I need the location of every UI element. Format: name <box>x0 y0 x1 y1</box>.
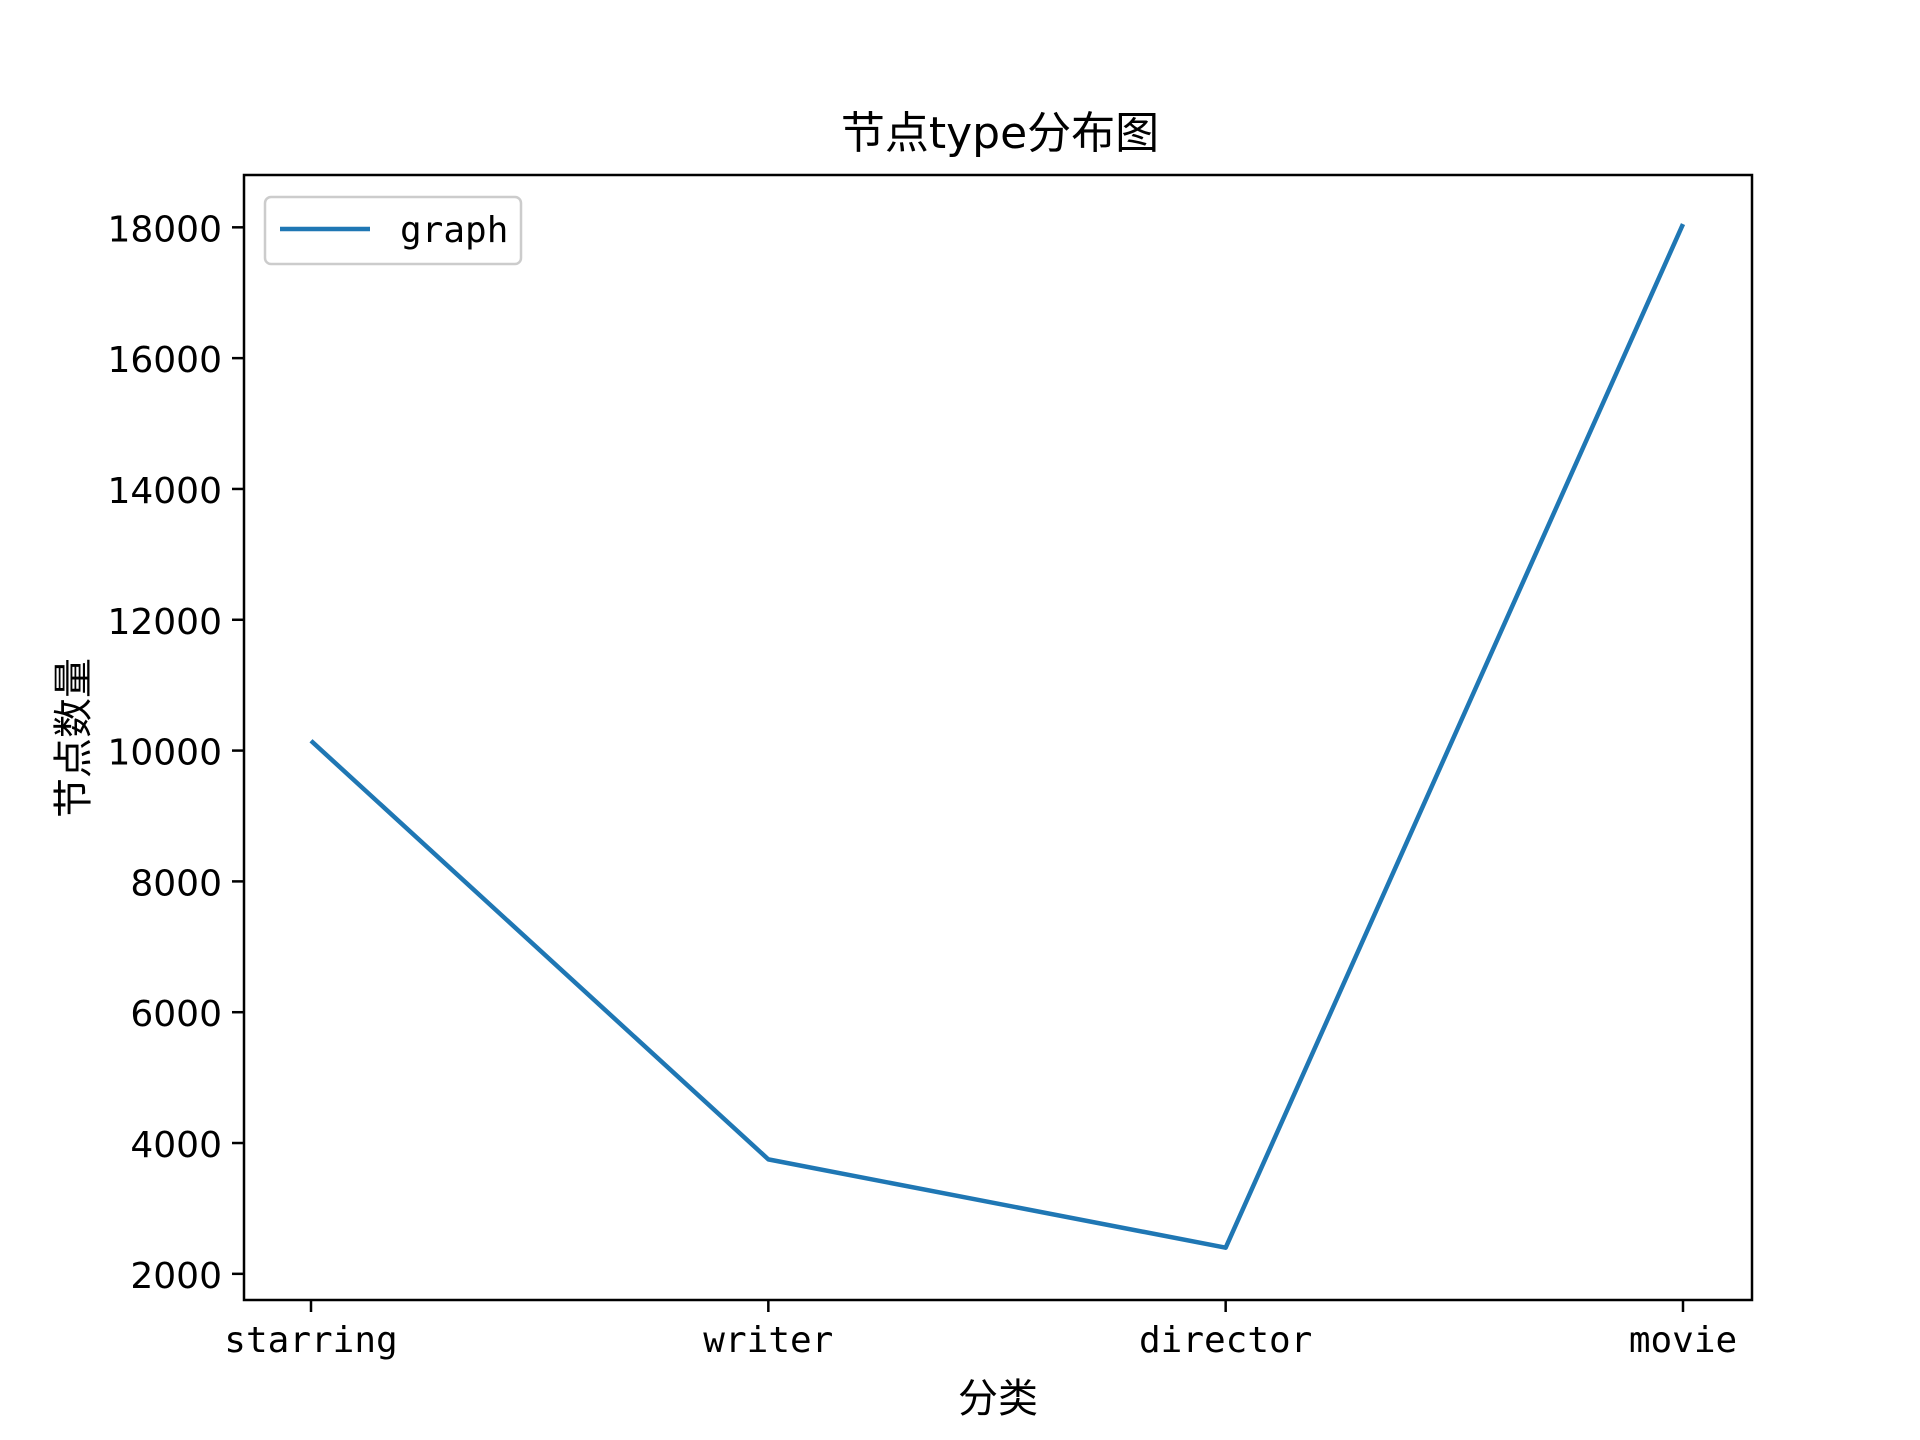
plot-area-frame <box>242 173 1754 1302</box>
y-tick-label: 12000 <box>107 602 222 643</box>
x-axis-label: 分类 <box>958 1376 1038 1422</box>
x-tick-label: writer <box>703 1320 833 1361</box>
y-tick-label: 2000 <box>130 1256 222 1297</box>
y-tick-label: 8000 <box>130 863 222 904</box>
y-tick-label: 14000 <box>107 471 222 512</box>
y-axis-ticks: 2000 4000 6000 8000 10000 12000 14000 16000 1800… <box>107 209 244 1297</box>
x-tick-label: starring <box>224 1320 397 1361</box>
legend: graph <box>263 195 523 266</box>
x-axis-ticks: starring writer director movie <box>224 1300 1737 1361</box>
y-tick-label: 16000 <box>107 340 222 381</box>
y-tick-label: 4000 <box>130 1125 222 1166</box>
legend-label-graph: graph <box>400 210 508 251</box>
legend-frame <box>263 195 523 266</box>
y-tick-label: 6000 <box>130 994 222 1035</box>
chart-title: 节点type分布图 <box>841 108 1159 159</box>
series-line-graph <box>309 223 1686 1250</box>
series-lines <box>309 223 1686 1250</box>
y-tick-label: 10000 <box>107 733 222 774</box>
x-tick-label: director <box>1139 1320 1312 1361</box>
y-axis-label: 节点数量 <box>51 658 97 818</box>
x-tick-label: movie <box>1629 1320 1737 1361</box>
y-tick-label: 18000 <box>107 209 222 250</box>
